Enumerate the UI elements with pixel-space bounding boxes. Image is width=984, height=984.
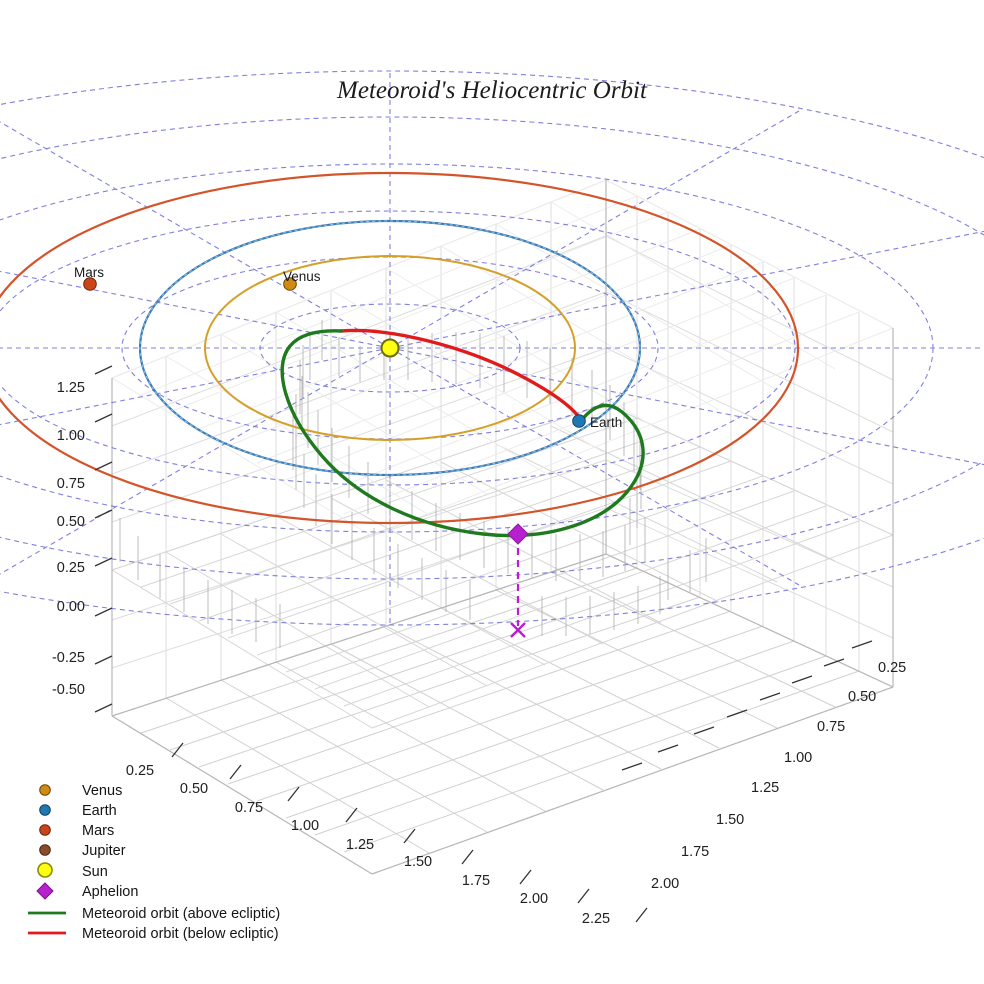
legend-item-mars[interactable]: Mars (39, 823, 115, 839)
legend-item-orbit-above[interactable]: Meteoroid orbit (above ecliptic) (28, 906, 280, 922)
x-tick-4: 1.25 (346, 837, 374, 853)
legend-item-jupiter[interactable]: Jupiter (39, 843, 126, 859)
x-tick-6: 1.75 (462, 873, 490, 889)
y-axis-ticks (621, 640, 873, 771)
axes3d-panes (111, 179, 894, 875)
right-pane-grid (605, 179, 894, 688)
x-tick-2: 0.75 (235, 800, 263, 816)
legend-marker-mars-icon (39, 824, 51, 836)
legend: Venus Earth Mars Jupiter Sun (28, 783, 280, 942)
marker-venus (283, 277, 297, 291)
x-tick-3: 1.00 (291, 818, 319, 834)
legend-marker-aphelion-icon (36, 882, 54, 900)
legend-label-earth: Earth (82, 803, 117, 819)
z-tick-6: -0.25 (52, 650, 85, 666)
y-tick-1: 0.50 (848, 689, 876, 705)
legend-marker-earth-icon (39, 804, 51, 816)
z-tick-3: 0.50 (57, 514, 85, 530)
z-tick-7: -0.50 (52, 682, 85, 698)
z-tick-2: 0.75 (57, 476, 85, 492)
meteoroid-orbit-above-ecliptic (280, 329, 645, 538)
z-axis-tick-labels: 1.25 1.00 0.75 0.50 0.25 0.00 -0.25 -0.5… (52, 380, 85, 698)
x-axis-ticks (171, 742, 648, 923)
z-axis-ticks (94, 365, 113, 713)
legend-item-aphelion[interactable]: Aphelion (36, 882, 138, 900)
legend-label-sun: Sun (82, 864, 108, 880)
y-axis-tick-labels: 0.25 0.50 0.75 1.00 1.25 1.50 1.75 2.00 (651, 660, 906, 892)
legend-label-mars: Mars (82, 823, 114, 839)
y-tick-0: 0.25 (878, 660, 906, 676)
legend-item-sun[interactable]: Sun (37, 862, 108, 880)
x-tick-5: 1.50 (404, 854, 432, 870)
marker-mars (83, 277, 97, 291)
marker-earth (572, 414, 586, 428)
orbit-mars (0, 171, 799, 525)
y-tick-7: 2.00 (651, 876, 679, 892)
z-tick-5: 0.00 (57, 599, 85, 615)
y-tick-5: 1.50 (716, 812, 744, 828)
meteoroid-orbit-below-ecliptic (339, 328, 583, 422)
planet-body-markers[interactable] (83, 277, 586, 428)
annotation-venus: Venus (283, 269, 321, 284)
x-tick-0: 0.25 (126, 763, 154, 779)
x-tick-7: 2.00 (520, 891, 548, 907)
aphelion-marker[interactable] (507, 523, 529, 545)
y-tick-4: 1.25 (751, 780, 779, 796)
x-tick-1: 0.50 (180, 781, 208, 797)
z-tick-1: 1.00 (57, 428, 85, 444)
z-tick-0: 1.25 (57, 380, 85, 396)
orbit-stem-lines (119, 320, 707, 648)
legend-label-venus: Venus (82, 783, 122, 799)
y-tick-3: 1.00 (784, 750, 812, 766)
annotation-earth: Earth (590, 415, 622, 430)
legend-label-aphelion: Aphelion (82, 884, 138, 900)
annotation-mars: Mars (74, 265, 104, 280)
box-spines (111, 180, 894, 875)
floor-grid (111, 553, 894, 875)
orbit-earth (138, 219, 642, 477)
y-tick-6: 1.75 (681, 844, 709, 860)
ecliptic-plane-grid (111, 403, 894, 729)
y-tick-2: 0.75 (817, 719, 845, 735)
legend-marker-sun-icon (37, 862, 53, 878)
upper-pane-grid (111, 179, 894, 537)
legend-item-orbit-below[interactable]: Meteoroid orbit (below ecliptic) (28, 926, 279, 942)
legend-label-jupiter: Jupiter (82, 843, 126, 859)
aphelion-drop-line (510, 536, 526, 638)
page-title: Meteoroid's Heliocentric Orbit (336, 77, 648, 104)
legend-item-earth[interactable]: Earth (39, 803, 117, 819)
legend-marker-jupiter-icon (39, 844, 51, 856)
z-tick-4: 0.25 (57, 560, 85, 576)
orbit-venus (204, 255, 576, 441)
polar-grid-overlay (0, 70, 984, 626)
x-tick-8: 2.25 (582, 911, 610, 927)
sun-marker[interactable] (380, 338, 400, 358)
legend-label-orbit-below: Meteoroid orbit (below ecliptic) (82, 926, 279, 942)
legend-marker-venus-icon (39, 784, 51, 796)
legend-label-orbit-above: Meteoroid orbit (above ecliptic) (82, 906, 280, 922)
legend-item-venus[interactable]: Venus (39, 783, 123, 799)
x-axis-tick-labels: 0.25 0.50 0.75 1.00 1.25 1.50 1.75 2.00 … (126, 763, 610, 927)
